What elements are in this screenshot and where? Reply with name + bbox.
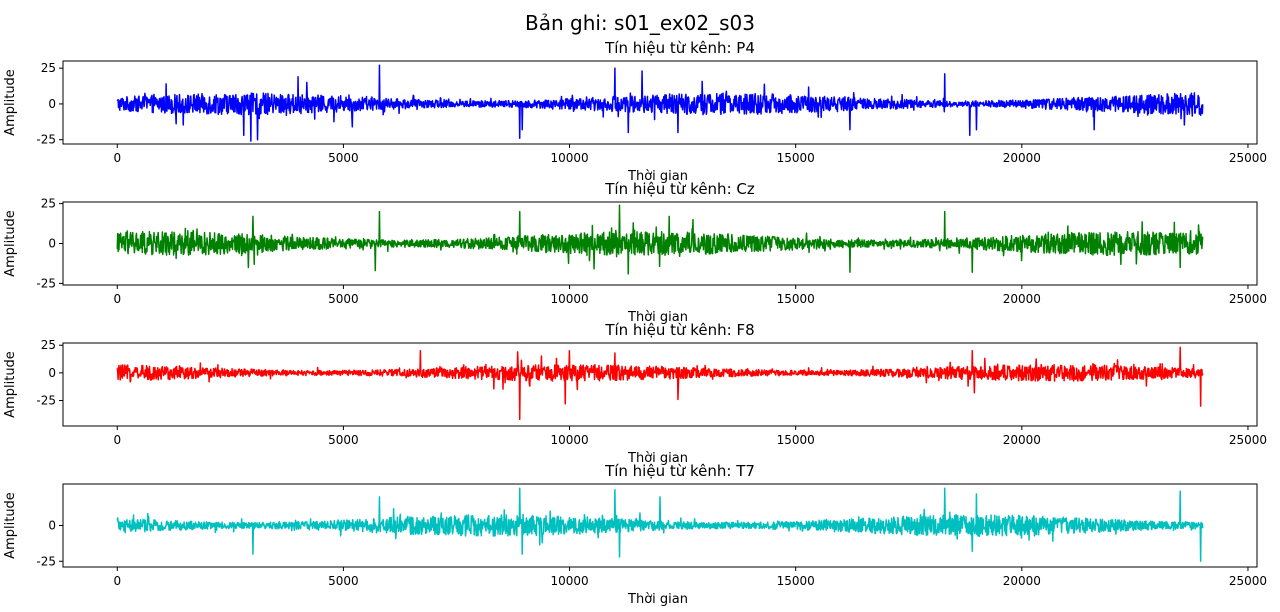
x-tick-label: 15000: [777, 433, 815, 447]
y-axis-label: Amplitude: [3, 69, 18, 136]
x-tick-label: 10000: [550, 433, 588, 447]
y-tick-label: 25: [41, 61, 56, 75]
x-tick-label: 5000: [328, 433, 359, 447]
y-tick-label: -25: [36, 133, 56, 147]
x-tick-label: 25000: [1229, 292, 1267, 306]
x-axis-label: Thời gian: [627, 310, 688, 325]
x-tick-label: 10000: [550, 151, 588, 165]
series-line-2: [116, 346, 1204, 421]
series-line-1: [116, 204, 1204, 275]
subplot-title: Tín hiệu từ kênh: T7: [604, 462, 755, 480]
subplot-3: 0 5000 10000 15000 20000 25000 -25 0 Tín hiệu từ…: [3, 462, 1267, 607]
x-tick-label: 20000: [1003, 151, 1041, 165]
y-tick-label: 0: [48, 366, 56, 380]
subplot-title: Tín hiệu từ kênh: F8: [604, 321, 754, 339]
x-tick-label: 25000: [1229, 574, 1267, 588]
y-tick-label: 0: [48, 97, 56, 111]
axes-frame: [62, 60, 1258, 145]
y-tick-label: -25: [36, 394, 56, 408]
y-tick-label: 0: [48, 519, 56, 533]
x-tick-label: 5000: [328, 574, 359, 588]
x-tick-label: 25000: [1229, 433, 1267, 447]
y-axis-label: Amplitude: [3, 492, 18, 559]
x-tick-label: 5000: [328, 292, 359, 306]
x-tick-label: 10000: [550, 574, 588, 588]
x-tick-label: 0: [113, 574, 121, 588]
x-axis-label: Thời gian: [627, 451, 688, 466]
axes-frame: [62, 342, 1258, 427]
x-tick-label: 10000: [550, 292, 588, 306]
series-line-0: [116, 64, 1204, 142]
x-tick-label: 20000: [1003, 433, 1041, 447]
x-tick-label: 0: [113, 292, 121, 306]
x-tick-label: 15000: [777, 151, 815, 165]
x-axis-label: Thời gian: [627, 592, 688, 607]
subplot-2: 0 5000 10000 15000 20000 25000 -25 0 25 Tín hiệu …: [3, 321, 1267, 466]
y-axis-label: Amplitude: [3, 210, 18, 277]
subplot-1: 0 5000 10000 15000 20000 25000 -25 0 25 Tín hiệu …: [3, 180, 1267, 325]
x-tick-label: 0: [113, 433, 121, 447]
y-axis-label: Amplitude: [3, 351, 18, 418]
subplot-title: Tín hiệu từ kênh: P4: [604, 39, 755, 57]
y-tick-label: 25: [41, 338, 56, 352]
y-tick-label: -25: [36, 554, 56, 568]
y-tick-label: 0: [48, 237, 56, 251]
y-tick-label: 25: [41, 197, 56, 211]
x-tick-label: 15000: [777, 574, 815, 588]
subplot-0: 0 5000 10000 15000 20000 25000 -25 0 25 Tín hiệu …: [3, 39, 1267, 184]
x-axis-label: Thời gian: [627, 169, 688, 184]
y-tick-label: -25: [36, 276, 56, 290]
x-tick-label: 0: [113, 151, 121, 165]
subplot-title: Tín hiệu từ kênh: Cz: [604, 180, 755, 198]
x-tick-label: 15000: [777, 292, 815, 306]
x-tick-label: 5000: [328, 151, 359, 165]
series-line-3: [116, 487, 1204, 563]
x-tick-label: 25000: [1229, 151, 1267, 165]
figure-title: Bản ghi: s01_ex02_s03: [525, 11, 755, 35]
x-tick-label: 20000: [1003, 292, 1041, 306]
x-tick-label: 20000: [1003, 574, 1041, 588]
